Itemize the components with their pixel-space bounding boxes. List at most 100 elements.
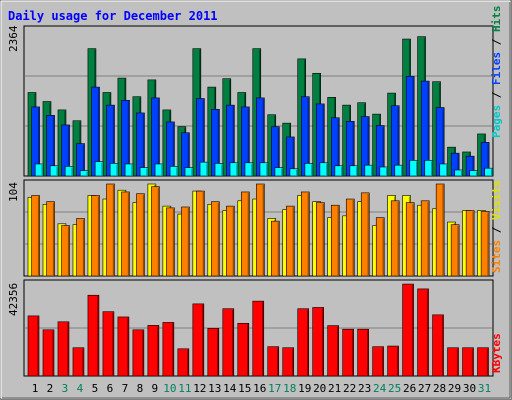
files-bar [136,112,145,177]
kbytes-bar [252,300,265,377]
kbytes-bar [147,325,160,377]
sites-bar [286,205,295,277]
sites-bar [241,191,250,277]
sites-bar [166,207,175,277]
kbytes-bar [132,329,145,377]
kbytes-max-label: 42356 [7,283,20,316]
day-label: 29 [448,382,461,395]
pages-bar [469,170,479,177]
sites-bar [151,186,160,277]
day-label: 23 [358,382,371,395]
day-label: 11 [178,382,191,395]
sites-bar [91,195,100,277]
kbytes-bar [87,294,100,377]
pages-bar [124,163,134,177]
day-label: 14 [223,382,237,395]
kbytes-bar [237,322,250,377]
sites-bar [360,192,370,277]
day-label: 17 [268,382,281,395]
day-label: 15 [238,382,251,395]
kbytes-bar [342,328,354,377]
pages-bar [304,163,314,177]
day-label: 18 [283,382,296,395]
pages-bar [34,163,44,177]
kbytes-bar [177,348,190,377]
kbytes-bar [297,308,310,377]
pages-bar [94,161,104,177]
legend-hits: Hits [490,6,503,33]
kbytes-bar [402,283,414,377]
day-label: 20 [313,382,326,395]
pages-bar [244,162,254,177]
pages-bar [334,165,344,177]
kbytes-bar [312,307,324,377]
pages-bar [394,164,404,177]
pages-bar [154,163,164,177]
sites-bar [450,224,460,277]
sites-bar [420,200,430,277]
sites-bar [315,202,325,277]
sites-bar [226,205,235,277]
kbytes-legend: KBytes [490,333,503,373]
kbytes-bar [462,347,474,377]
sites-bar [390,200,400,277]
pages-bar [169,166,179,177]
day-axis: 1 2 3 4 5 6 7 8 9 10 11 12 13 14 15 16 17 18 19 20 21 22 23 24 2… [32,382,491,395]
legend-files: Files [490,52,503,85]
legend-sites: Sites [490,240,503,273]
kbytes-bar [327,325,339,377]
pages-bar [109,163,119,177]
visits-max-label: 104 [7,182,20,202]
day-label: 4 [77,382,84,395]
day-label: 25 [388,382,401,395]
pages-bar [349,165,359,177]
day-label: 27 [418,382,431,395]
sites-bar [330,204,340,277]
pages-bar [319,162,329,177]
pages-bar [199,161,209,177]
kbytes-bar [117,316,130,377]
pages-bar [409,160,419,177]
sites-bar [480,211,490,277]
kbytes-panel: 42356 KBytes [7,279,503,377]
day-label: 26 [403,382,416,395]
pages-bar [424,160,434,177]
kbytes-bar [222,308,235,377]
hits-max-label: 2364 [7,25,20,52]
kbytes-bar [282,347,295,377]
sites-bar [136,193,145,277]
visits-sites-panel: 104 Sites / Visits [7,179,503,277]
chart-title: Daily usage for December 2011 [8,9,218,23]
legend-pages: Pages [490,105,503,138]
sites-bar [61,225,70,277]
day-label: 31 [478,382,491,395]
sites-bar [196,190,205,277]
day-label: 1 [32,382,39,395]
sites-bar [31,195,40,277]
sites-bar [211,201,220,277]
kbytes-bar [432,314,444,377]
kbytes-bar [192,303,205,377]
pages-bar [64,166,74,177]
kbytes-bar [207,328,220,377]
pages-bar [49,165,59,177]
sites-bar [271,220,280,277]
kbytes-bar [102,311,115,377]
sites-bar [181,206,190,277]
pages-bar [439,163,449,177]
kbytes-bar [27,315,40,377]
day-label: 12 [193,382,206,395]
day-label: 13 [208,382,221,395]
sites-bar [301,191,310,277]
sites-bar [76,218,85,277]
kbytes-bar [162,322,175,377]
kbytes-bar [57,321,70,377]
kbytes-bar [267,346,280,377]
day-label: 16 [253,382,266,395]
sites-bar [345,198,355,277]
sites-bar [405,202,415,277]
day-label: 9 [152,382,159,395]
kbytes-bar [387,345,399,377]
pages-bar [364,164,374,177]
